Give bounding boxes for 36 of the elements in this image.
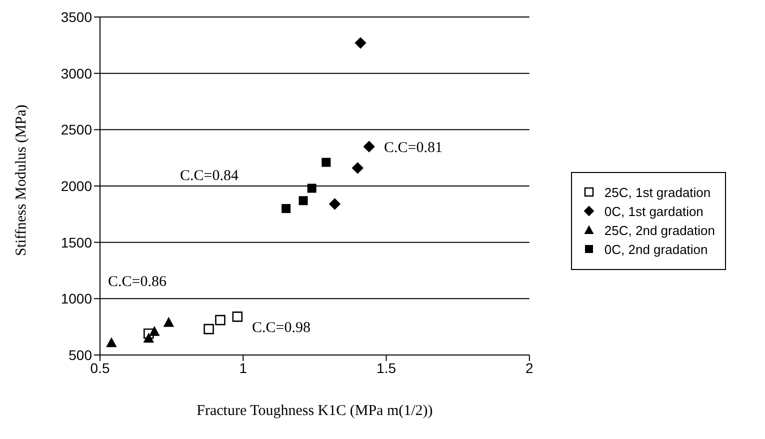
point [282,204,291,214]
x-axis-title: Fracture Toughness K1C (MPa m(1/2)) [196,403,433,419]
point [307,184,316,193]
point [148,326,160,336]
point [232,312,243,322]
legend-label: 0C, 1st gardation [604,204,704,218]
point [363,140,375,152]
point [215,314,226,326]
legend-label: 25C, 2nd gradation [604,222,715,238]
point [204,324,214,334]
y-tick-label: 3500 [60,8,92,25]
annotation: C.C=0.81 [384,140,442,156]
y-tick-label: 1000 [60,290,92,307]
point [354,37,366,49]
y-tick-label: 2500 [60,122,92,138]
annotation: C.C=0.86 [108,274,166,290]
legend-label: 0C, 2nd gradation [604,242,708,256]
point [352,162,364,174]
legend-label: 25C, 1st gradation [604,184,711,200]
x-tick-label: 0.5 [90,360,110,376]
point [163,316,174,327]
annotation: C.C=0.98 [252,320,310,336]
x-tick-label: 1 [239,360,248,376]
point [143,332,154,343]
point [328,198,341,210]
point [106,337,117,348]
annotation: C.C=0.84 [180,168,238,184]
y-axis-title: Stiffness Modulus (MPa) [13,104,30,256]
y-tick-label: 500 [68,346,92,363]
y-tick-label: 1500 [60,234,92,250]
point [322,158,331,167]
y-tick-label: 2000 [60,178,92,194]
point [298,196,308,206]
x-tick-label: 2 [526,360,534,376]
y-tick-label: 3000 [60,65,92,82]
x-tick-label: 1.5 [376,360,396,376]
